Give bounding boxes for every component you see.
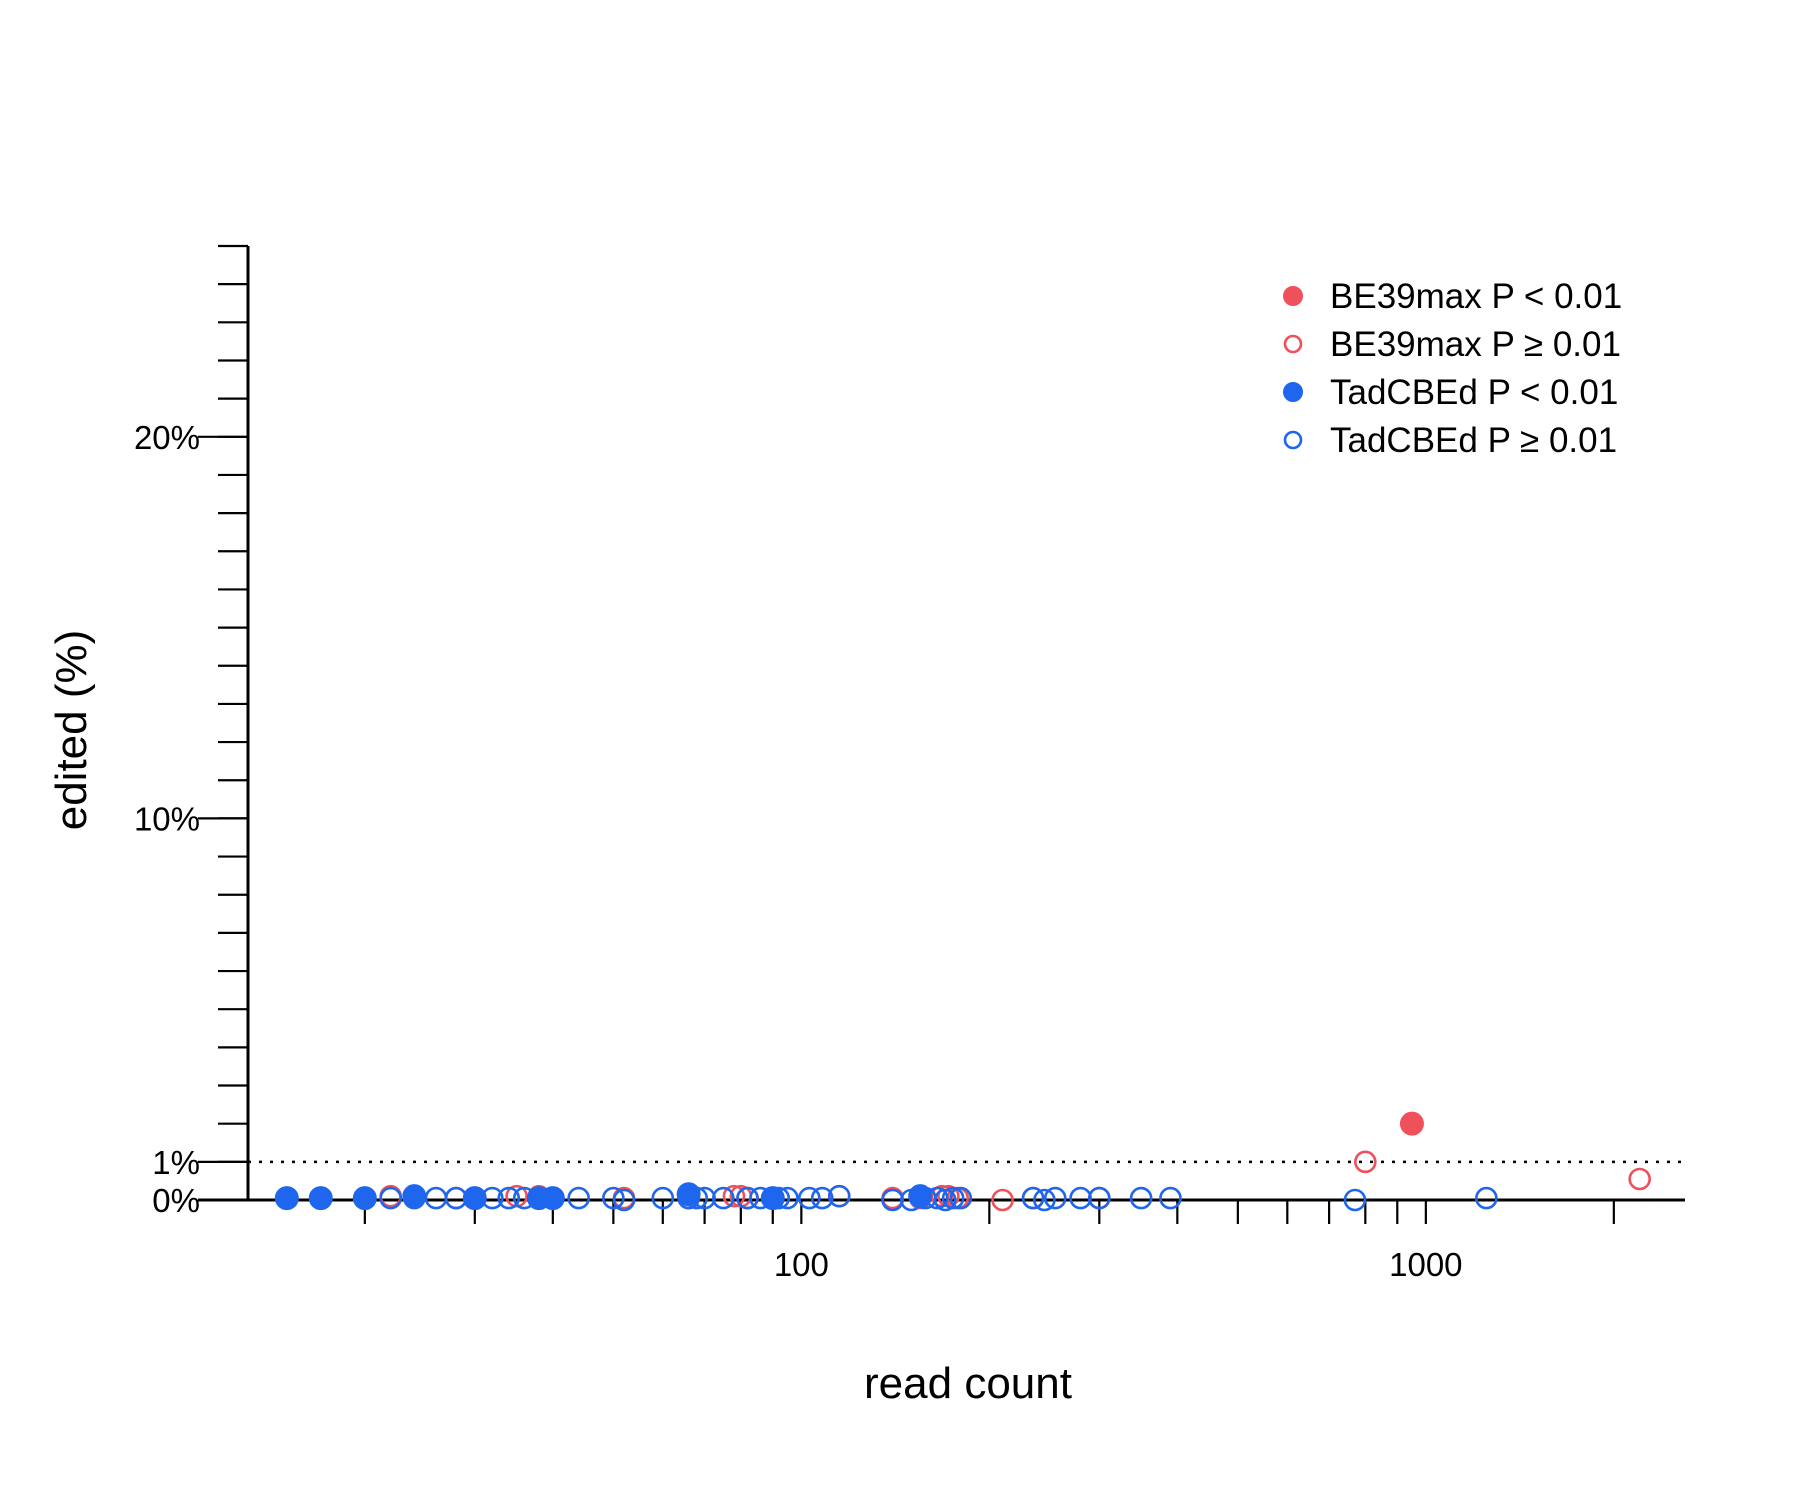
legend-label: TadCBEd P < 0.01 [1330, 373, 1618, 412]
data-point [1159, 1186, 1182, 1210]
data-point [1343, 1188, 1367, 1212]
legend-marker [1283, 334, 1303, 354]
data-point [760, 1186, 785, 1211]
data-point [1088, 1186, 1111, 1210]
data-point [602, 1186, 625, 1210]
data-point [1033, 1188, 1056, 1212]
data-point [1129, 1186, 1153, 1210]
data-point [722, 1184, 746, 1208]
data-point [402, 1184, 427, 1209]
y-tick-label: 0% [152, 1182, 200, 1219]
data-points [274, 1111, 1651, 1212]
data-point [941, 1186, 965, 1210]
axis-ticks: 0%1% 10% 20% 100 1000 [134, 244, 1615, 1283]
legend-label: TadCBEd P ≥ 0.01 [1330, 421, 1617, 460]
data-point [651, 1186, 675, 1210]
data-point [352, 1186, 377, 1211]
data-point [379, 1186, 402, 1210]
legend-label: BE39max P ≥ 0.01 [1330, 325, 1621, 364]
data-point [1069, 1186, 1092, 1210]
data-point [798, 1186, 821, 1210]
data-point [1475, 1186, 1498, 1210]
data-point [1021, 1186, 1045, 1210]
data-point [540, 1186, 565, 1211]
data-point [827, 1184, 851, 1208]
x-tick-label: 100 [774, 1246, 829, 1283]
legend-marker [1283, 430, 1303, 450]
x-tick-label: 1000 [1389, 1246, 1462, 1283]
legend-marker [1283, 286, 1303, 306]
data-point [676, 1182, 701, 1207]
data-point [712, 1186, 735, 1210]
data-point [908, 1184, 933, 1209]
data-point [612, 1188, 636, 1212]
legend: BE39max P < 0.01 BE39max P ≥ 0.01 TadCBEd … [1283, 277, 1622, 460]
data-point [1354, 1150, 1377, 1174]
data-point [949, 1186, 973, 1210]
legend-marker [1283, 382, 1303, 402]
data-point [1043, 1186, 1067, 1210]
y-tick-label: 20% [134, 419, 200, 456]
x-axis-title: read count [864, 1359, 1072, 1408]
data-point [497, 1186, 521, 1210]
y-tick-label: 1% [152, 1144, 200, 1181]
data-point [810, 1186, 834, 1210]
data-point [274, 1186, 299, 1211]
data-point [1399, 1111, 1424, 1136]
y-axis-title: edited (%) [47, 630, 96, 831]
legend-label: BE39max P < 0.01 [1330, 277, 1622, 316]
data-point [1628, 1167, 1651, 1191]
data-point [308, 1186, 333, 1211]
data-point [462, 1186, 487, 1211]
y-tick-label: 10% [134, 800, 200, 837]
data-point [567, 1186, 590, 1210]
data-point [736, 1186, 759, 1210]
data-point [424, 1186, 448, 1210]
data-point [991, 1188, 1014, 1212]
